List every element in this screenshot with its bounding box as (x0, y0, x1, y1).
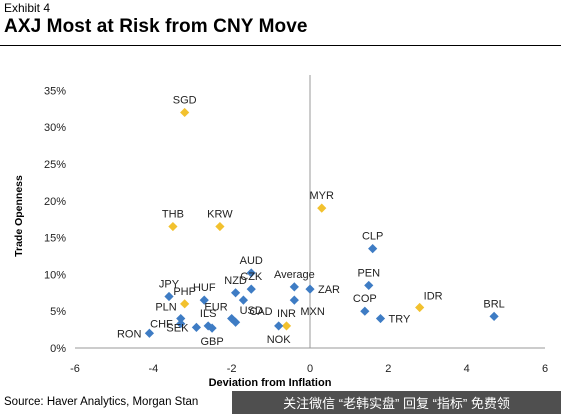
point-label-ron: RON (117, 328, 142, 340)
x-tick-label: 4 (464, 363, 470, 375)
point-label-mxn: MXN (300, 306, 325, 318)
x-tick-label: 2 (385, 363, 391, 375)
point-zar (305, 284, 315, 294)
point-label-huf: HUF (193, 282, 216, 294)
point-try (375, 313, 386, 324)
title-rule (0, 45, 561, 46)
point-sgd (180, 107, 190, 118)
point-thb (168, 221, 178, 232)
point-myr (317, 203, 327, 213)
point-label-brl: BRL (483, 298, 504, 310)
point-average (289, 282, 299, 292)
point-pen (364, 280, 374, 291)
point-label-jpy: JPY (159, 278, 180, 290)
point-usd (230, 317, 241, 327)
point-inr (281, 321, 292, 331)
point-czk (246, 284, 256, 294)
point-label-cop: COP (353, 293, 377, 305)
scatter-chart: -6 -4 -2 0 2 4 6 0% 5% 10% 15% 20% 25% 30% 35% SGD THB K… (13, 75, 548, 388)
point-krw (215, 221, 225, 232)
x-tick-label: 0 (307, 363, 313, 375)
exhibit-label: Exhibit 4 (4, 1, 51, 15)
point-label-ils: ILS (200, 308, 217, 320)
point-label-usd: USD (240, 305, 263, 317)
chart-points (144, 107, 499, 338)
chart-title: AXJ Most at Risk from CNY Move (4, 16, 308, 37)
y-tick-label: 10% (44, 269, 66, 281)
y-tick-label: 30% (44, 122, 66, 134)
point-label-pln: PLN (155, 302, 176, 314)
point-label-cad: CAD (249, 306, 272, 318)
point-ils (203, 321, 213, 331)
point-eur (227, 313, 237, 324)
point-jpy (164, 291, 174, 302)
point-label-clp: CLP (362, 231, 383, 243)
x-tick-label: -2 (227, 363, 237, 375)
point-label-average: Average (274, 269, 315, 281)
point-label-chf: CHF (150, 319, 173, 331)
x-axis-label: Deviation from Inflation (209, 377, 332, 388)
y-tick-label: 35% (44, 85, 66, 97)
point-gbp (207, 323, 217, 333)
point-label-nzd: NZD (224, 275, 247, 287)
point-label-thb: THB (162, 209, 184, 221)
point-label-pen: PEN (357, 267, 380, 279)
point-mxn (289, 295, 299, 305)
x-tick-label: 6 (542, 363, 548, 375)
point-label-eur: EUR (204, 302, 227, 314)
point-label-sgd: SGD (173, 94, 197, 106)
y-tick-label: 0% (50, 343, 66, 355)
point-nzd (230, 288, 241, 298)
point-php (180, 299, 190, 309)
point-label-inr: INR (277, 308, 296, 320)
point-label-try: TRY (389, 314, 411, 326)
point-ron (144, 328, 155, 338)
point-sek (191, 322, 202, 332)
point-label-aud: AUD (240, 255, 263, 267)
point-label-sek: SEK (166, 322, 189, 334)
chart-axes (75, 75, 545, 349)
point-label-php: PHP (173, 286, 196, 298)
point-label-gbp: GBP (200, 336, 223, 348)
point-label-zar: ZAR (318, 284, 340, 296)
x-tick-label: -6 (70, 363, 80, 375)
point-brl (489, 311, 499, 321)
point-label-idr: IDR (424, 291, 443, 303)
y-tick-label: 5% (50, 306, 66, 318)
point-label-nok: NOK (267, 334, 292, 346)
point-idr (415, 302, 425, 313)
watermark-banner: 关注微信 “老韩实盘” 回复 “指标” 免费领 (232, 391, 561, 414)
point-cad (238, 295, 249, 305)
y-tick-label: 15% (44, 233, 66, 245)
point-huf (199, 295, 209, 305)
y-tick-label: 25% (44, 159, 66, 171)
x-tick-label: -4 (148, 363, 158, 375)
point-clp (368, 244, 378, 254)
point-nok (274, 321, 284, 331)
y-tick-label: 20% (44, 196, 66, 208)
point-label-myr: MYR (310, 190, 335, 202)
y-axis-label: Trade Openness (13, 175, 25, 257)
point-label-czk: CZK (240, 271, 263, 283)
source-note: Source: Haver Analytics, Morgan Stan (4, 396, 199, 408)
point-pln (176, 313, 186, 324)
chart-tick-labels: -6 -4 -2 0 2 4 6 0% 5% 10% 15% 20% 25% 30% 35% (44, 85, 548, 375)
point-label-krw: KRW (207, 209, 233, 221)
point-chf (176, 319, 186, 329)
point-cop (360, 306, 370, 316)
